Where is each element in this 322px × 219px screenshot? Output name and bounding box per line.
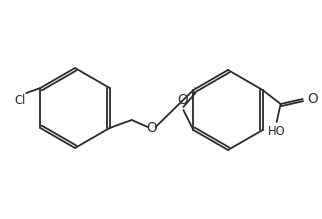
Text: O: O xyxy=(146,121,157,135)
Text: Cl: Cl xyxy=(14,94,25,107)
Text: O: O xyxy=(177,93,188,107)
Text: O: O xyxy=(308,92,318,106)
Text: HO: HO xyxy=(268,125,286,138)
Text: methoxy: methoxy xyxy=(194,87,201,88)
